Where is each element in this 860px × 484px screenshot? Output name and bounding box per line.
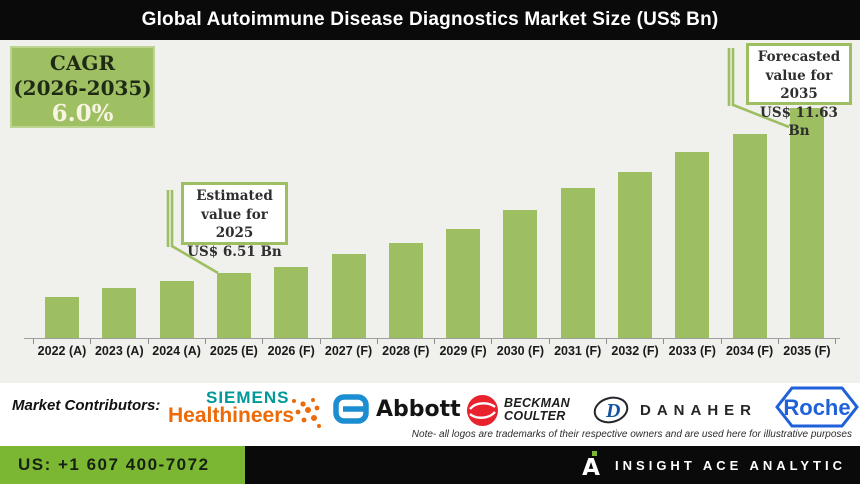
axis-tick	[147, 339, 149, 344]
axis-tick	[90, 339, 92, 344]
roche-hexagon-icon: Roche	[775, 386, 859, 428]
axis-tick	[319, 339, 321, 344]
abbott-symbol-icon	[333, 394, 369, 424]
x-axis-label: 2031 (F)	[554, 344, 602, 358]
healthineers-wordmark: Healthineers	[168, 404, 295, 427]
axis-tick	[434, 339, 436, 344]
x-axis-label: 2028 (F)	[382, 344, 430, 358]
axis-tick	[548, 339, 550, 344]
bar-2034	[732, 134, 767, 338]
axis-tick	[777, 339, 779, 344]
bar-2030	[503, 210, 538, 338]
danaher-symbol-icon: D	[593, 396, 629, 424]
cagr-label: CAGR	[49, 51, 116, 75]
market-contributors-label: Market Contributors:	[12, 397, 161, 414]
brand-block: A INSIGHT ACE ANALYTIC	[579, 446, 846, 484]
estimated-line1: Estimated	[196, 188, 273, 204]
title-bar: Global Autoimmune Disease Diagnostics Ma…	[0, 0, 860, 40]
forecasted-value-callout: Forecasted value for 2035 US$ 11.63 Bn	[746, 43, 852, 139]
bar-chart: 2022 (A) 2023 (A) 2024 (A) 2025 (E) 2026 (F)…	[0, 40, 860, 383]
axis-tick	[491, 339, 493, 344]
bar-2032	[618, 172, 652, 338]
bar-2033	[675, 152, 710, 338]
bar-2028	[388, 243, 423, 338]
x-axis-label: 2034 (F)	[725, 344, 774, 358]
x-axis-label: 2032 (F)	[611, 344, 659, 358]
bar-2031	[560, 188, 595, 338]
x-axis-label: 2026 (F)	[267, 344, 315, 358]
insightace-logo-icon: A	[579, 451, 603, 481]
danaher-wordmark: DANAHER	[640, 401, 757, 419]
danaher-d-letter: D	[605, 400, 620, 422]
bar-2035	[789, 108, 824, 338]
x-axis-label: 2025 (E)	[209, 344, 258, 358]
estimated-line2: value for 2025	[201, 206, 268, 242]
coulter-wordmark: COULTER	[504, 409, 566, 423]
beckman-symbol-icon	[467, 394, 498, 426]
axis-tick	[720, 339, 722, 344]
cagr-badge: CAGR (2026-2035) 6.0%	[10, 46, 155, 128]
cagr-value: 6.0%	[51, 100, 114, 127]
x-axis-label: 2029 (F)	[439, 344, 487, 358]
abbott-logo: Abbott	[333, 393, 461, 425]
x-axis-label: 2023 (A)	[94, 344, 144, 358]
beckman-wordmark: BECKMAN	[504, 396, 570, 410]
estimated-line3: US$ 6.51 Bn	[187, 243, 282, 260]
x-axis-label: 2022 (A)	[37, 344, 87, 358]
siemens-wordmark: SIEMENS	[206, 388, 290, 407]
beckman-coulter-logo: BECKMAN COULTER	[466, 393, 570, 427]
bar-2026	[274, 267, 309, 338]
page-title: Global Autoimmune Disease Diagnostics Ma…	[141, 9, 719, 30]
footer-bar: US: +1 607 400-7072 A INSIGHT ACE ANALYT…	[0, 446, 860, 484]
footer-contact-block: US: +1 607 400-7072	[0, 446, 245, 484]
axis-tick	[606, 339, 607, 344]
x-axis-label: 2024 (A)	[152, 344, 201, 358]
roche-wordmark: Roche	[783, 395, 850, 420]
bar-2027	[331, 254, 366, 338]
x-axis-label: 2033 (F)	[668, 344, 716, 358]
axis-tick	[663, 339, 665, 344]
x-axis-label: 2030 (F)	[496, 344, 545, 358]
danaher-logo: D DANAHER	[592, 395, 757, 425]
logo-a-glyph: A	[582, 455, 600, 481]
axis-tick	[262, 339, 264, 344]
trademark-note: Note- all logos are trademarks of their …	[411, 429, 852, 440]
market-contributors-band: Market Contributors: SIEMENS Healthineer…	[0, 383, 860, 446]
abbott-wordmark: Abbott	[376, 396, 461, 422]
axis-tick	[33, 339, 34, 344]
brand-name: INSIGHT ACE ANALYTIC	[615, 457, 846, 473]
axis-tick	[204, 339, 206, 344]
roche-logo: Roche	[775, 385, 859, 434]
forecasted-line2: value for 2035	[765, 67, 833, 103]
x-axis-label: 2035 (F)	[783, 344, 831, 358]
x-axis-label: 2027 (F)	[324, 344, 373, 358]
estimated-value-callout: Estimated value for 2025 US$ 6.51 Bn	[181, 182, 288, 260]
cagr-period: (2026-2035)	[13, 76, 152, 100]
forecasted-line3: US$ 11.63 Bn	[760, 104, 838, 140]
axis-tick	[835, 339, 837, 344]
axis-tick	[376, 339, 378, 344]
healthineers-dots-icon	[292, 398, 321, 428]
x-axis-line	[24, 338, 840, 339]
bar-2023	[102, 288, 137, 338]
logo-dot	[591, 451, 597, 456]
bar-2025	[216, 273, 251, 338]
bar-2022	[45, 297, 79, 338]
phone-number: US: +1 607 400-7072	[18, 455, 210, 474]
bar-2024	[159, 281, 194, 338]
siemens-healthineers-logo: SIEMENS Healthineers	[168, 387, 321, 433]
bar-2029	[446, 229, 481, 338]
forecasted-line1: Forecasted	[757, 49, 841, 65]
